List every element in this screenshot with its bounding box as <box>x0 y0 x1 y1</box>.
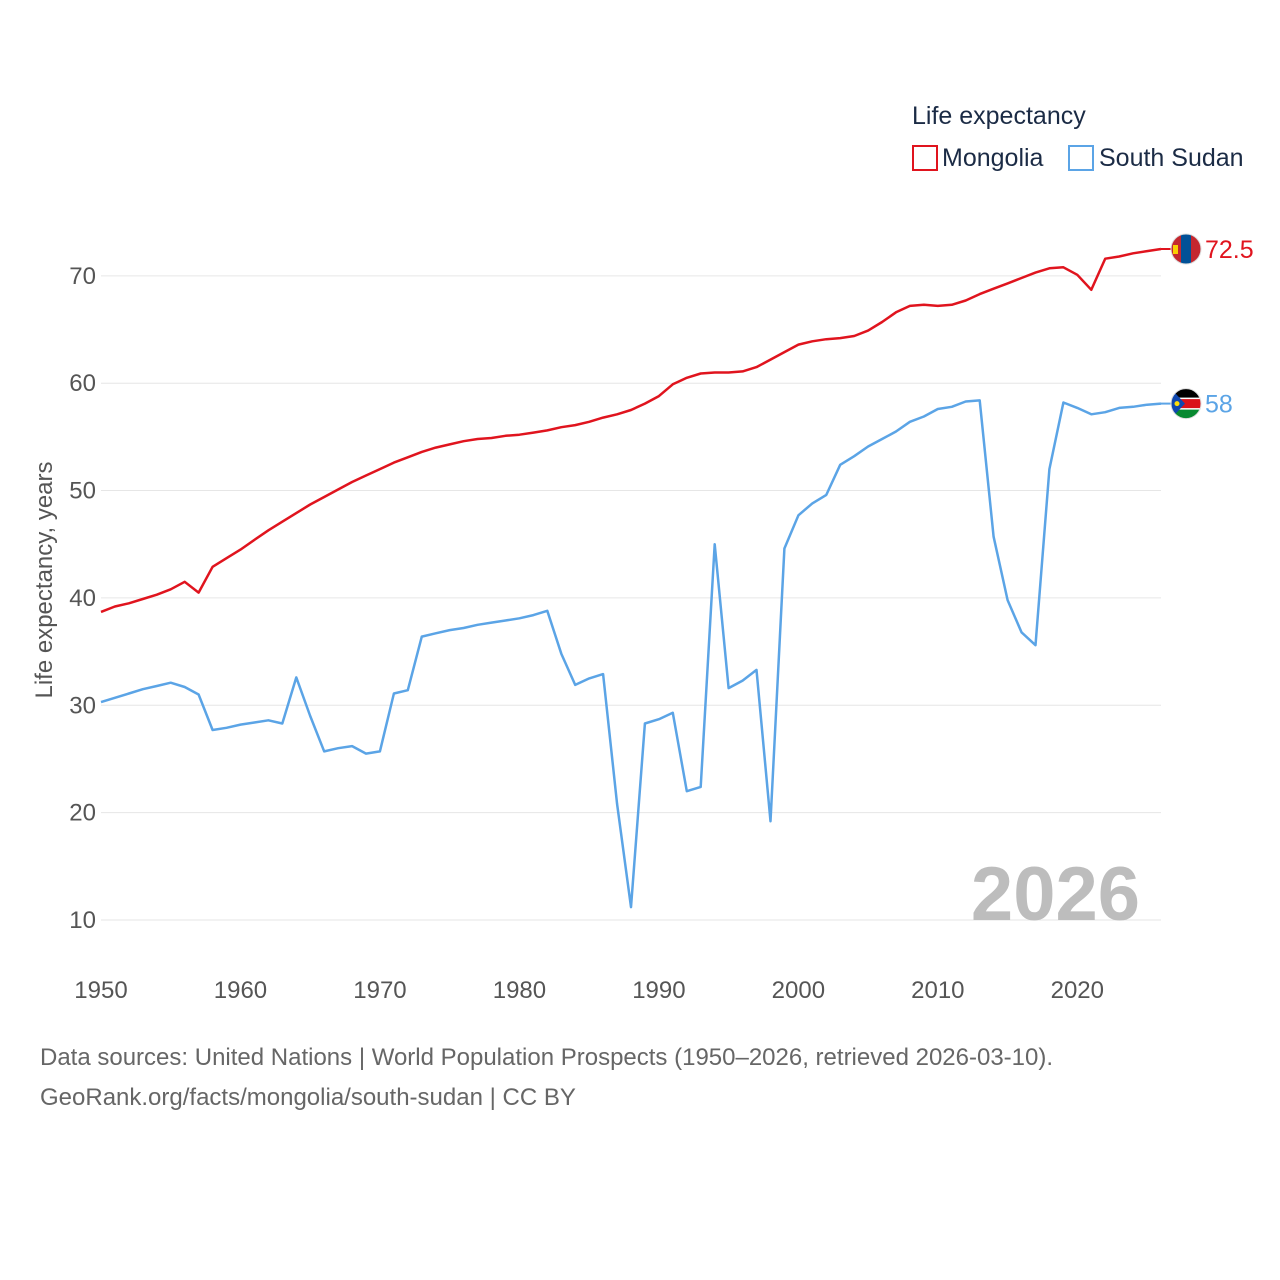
legend: Life expectancy Mongolia South Sudan <box>912 102 1244 172</box>
gridlines <box>101 275 1161 921</box>
x-tick-label-2010: 2010 <box>911 977 964 1004</box>
legend-label-mongolia: Mongolia <box>942 144 1044 172</box>
y-axis-ticks: 10 20 30 40 50 60 70 <box>69 263 96 934</box>
source-line-1: Data sources: United Nations | World Pop… <box>40 1044 1054 1071</box>
x-tick-label-2000: 2000 <box>772 977 825 1004</box>
source-line-2: GeoRank.org/facts/mongolia/south-sudan |… <box>40 1084 576 1111</box>
end-label-south-sudan: 58 <box>1205 391 1233 419</box>
y-tick-label-30: 30 <box>69 692 96 719</box>
y-tick-label-70: 70 <box>69 263 96 290</box>
x-tick-label-1970: 1970 <box>353 977 406 1004</box>
y-axis-label: Life expectancy, years <box>31 461 58 698</box>
y-tick-label-60: 60 <box>69 370 96 397</box>
x-tick-label-1960: 1960 <box>214 977 267 1004</box>
series-lines <box>100 247 1162 909</box>
legend-item-mongolia[interactable]: Mongolia <box>912 144 1044 172</box>
year-stamp: 2026 <box>971 852 1140 937</box>
end-label-south-sudan-group: 58 <box>1170 388 1233 420</box>
y-tick-label-20: 20 <box>69 800 96 827</box>
series-line-south-sudan <box>100 399 1162 909</box>
legend-label-south-sudan: South Sudan <box>1099 144 1244 172</box>
legend-swatch-south-sudan <box>1068 145 1094 171</box>
legend-title: Life expectancy <box>912 102 1086 130</box>
end-label-mongolia: 72.5 <box>1205 236 1254 264</box>
x-tick-label-2020: 2020 <box>1051 977 1104 1004</box>
legend-item-south-sudan[interactable]: South Sudan <box>1068 144 1244 172</box>
series-end-markers <box>1161 248 1172 405</box>
south-sudan-flag-icon <box>1170 388 1202 420</box>
legend-swatch-mongolia <box>912 145 938 171</box>
x-tick-label-1950: 1950 <box>74 977 127 1004</box>
x-axis-ticks: 1950 1960 1970 1980 1990 2000 2010 2020 <box>74 977 1104 1004</box>
x-tick-label-1990: 1990 <box>632 977 685 1004</box>
x-tick-label-1980: 1980 <box>493 977 546 1004</box>
series-line-mongolia <box>100 247 1162 614</box>
y-tick-label-40: 40 <box>69 585 96 612</box>
end-label-mongolia-group: 72.5 <box>1170 233 1254 265</box>
y-tick-label-10: 10 <box>69 907 96 934</box>
y-tick-label-50: 50 <box>69 478 96 505</box>
mongolia-flag-icon <box>1170 233 1202 265</box>
